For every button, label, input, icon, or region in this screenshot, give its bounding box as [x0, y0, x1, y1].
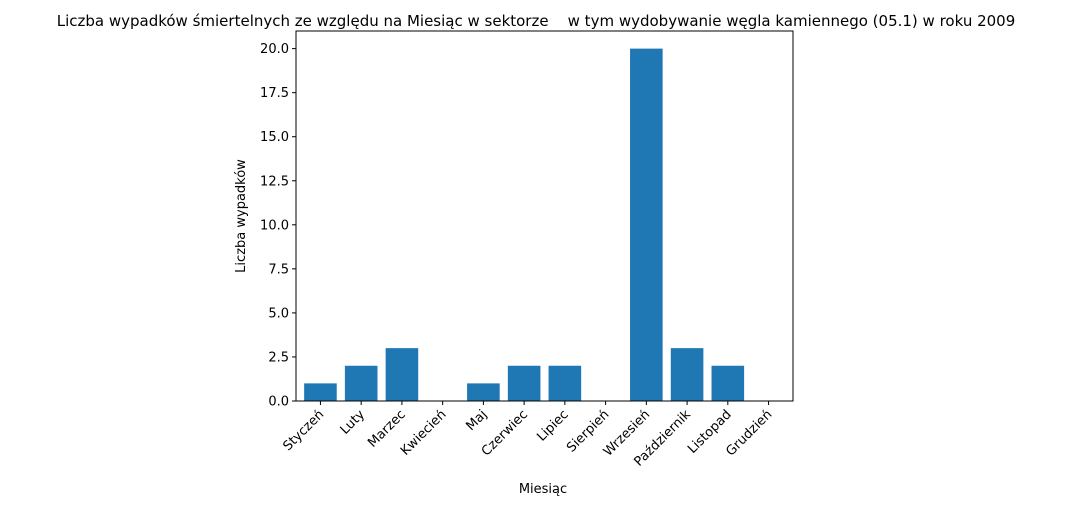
y-axis: 0.0 2.5 5.0 7.5 10.0 12.5 15.0 17.5 20.0	[260, 42, 296, 410]
y-tick-label: 7.5	[268, 262, 289, 277]
y-tick-label: 20.0	[260, 42, 289, 57]
x-tick-label: Styczeń	[280, 407, 327, 454]
bar	[304, 383, 337, 401]
y-tick-label: 12.5	[260, 174, 289, 189]
plot-frame	[295, 30, 794, 402]
bar	[630, 48, 663, 401]
y-axis-label: Liczba wypadków	[234, 159, 249, 273]
x-tick-label: Luty	[338, 407, 369, 438]
chart-title: Liczba wypadków śmiertelnych ze względu …	[57, 12, 1016, 30]
x-tick-label: Maj	[463, 407, 490, 434]
x-tick-label: Lipiec	[534, 407, 571, 444]
y-tick-label: 15.0	[260, 130, 289, 145]
y-tick-label: 2.5	[268, 350, 289, 365]
bar	[467, 383, 500, 401]
y-tick-label: 5.0	[268, 306, 289, 321]
bar	[670, 348, 704, 401]
bar	[548, 365, 582, 401]
bar	[344, 365, 378, 401]
y-tick-label: 17.5	[260, 86, 289, 101]
y-tick-label: 10.0	[260, 218, 289, 233]
x-axis-label: Miesiąc	[519, 482, 567, 497]
bars	[304, 48, 745, 401]
y-tick-label: 0.0	[268, 395, 289, 410]
bar	[507, 365, 541, 401]
bar	[385, 348, 419, 401]
bar	[711, 365, 745, 401]
